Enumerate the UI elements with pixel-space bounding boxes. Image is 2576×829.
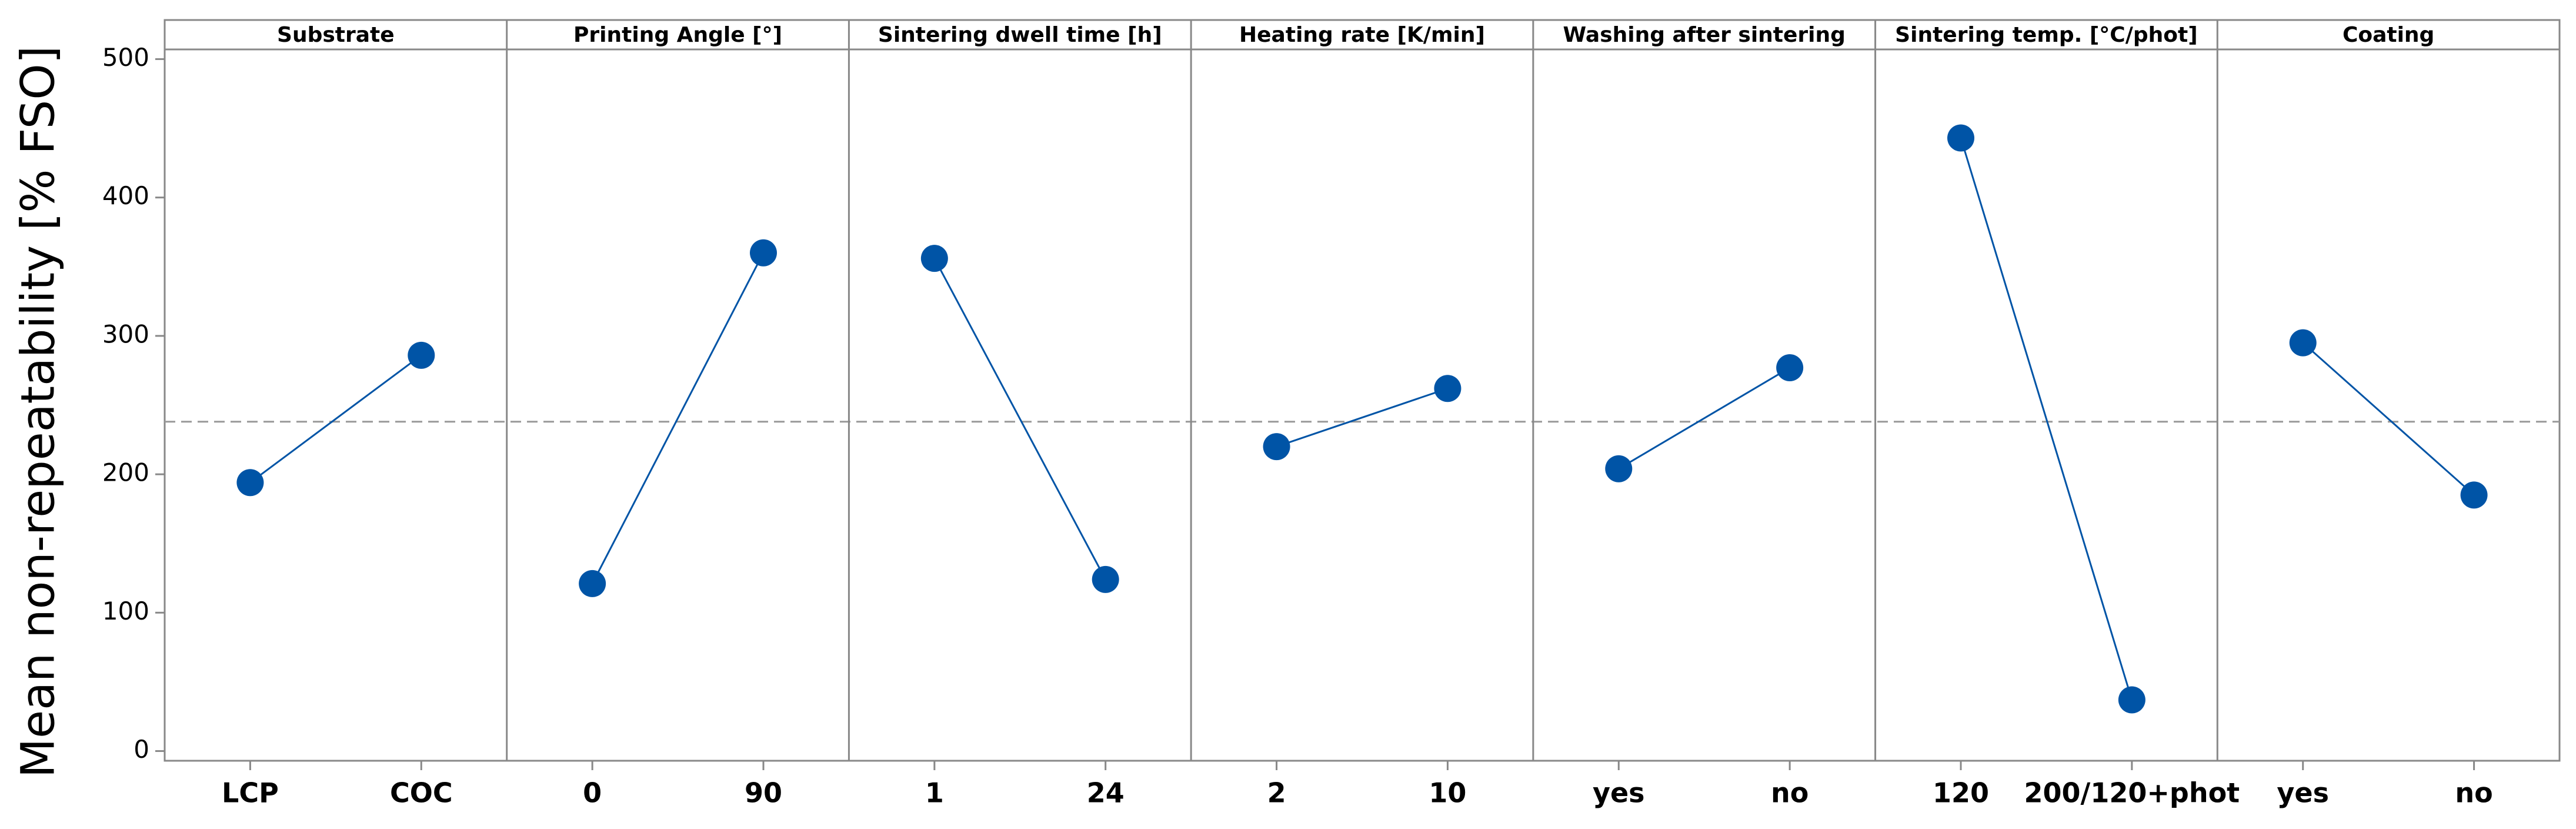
y-tick-label: 400: [102, 181, 149, 210]
plot-frame: [163, 19, 2561, 762]
x-tick-label: yes: [2277, 777, 2329, 809]
y-tick-label: 500: [102, 43, 149, 72]
y-tick-label: 200: [102, 458, 149, 487]
effect-line: [1618, 367, 1790, 470]
x-tick-label: 24: [1087, 777, 1125, 809]
x-tick-label: COC: [390, 777, 453, 809]
x-tick-label: LCP: [222, 777, 279, 809]
y-tick-label: 300: [102, 319, 149, 348]
effect-point: [408, 341, 435, 369]
panel-title: Heating rate [K/min]: [1239, 23, 1485, 47]
effect-point: [236, 469, 264, 497]
effect-line: [2302, 342, 2475, 496]
effect-point: [1605, 455, 1633, 482]
effect-point: [1947, 124, 1974, 152]
x-tick-label: 0: [583, 777, 602, 809]
panel-title: Sintering dwell time [h]: [878, 23, 1162, 47]
effect-line: [933, 258, 1107, 580]
x-tick-label: 2: [1267, 777, 1286, 809]
effect-point: [1776, 354, 1804, 381]
effect-line: [1276, 387, 1448, 448]
effect-line: [249, 354, 422, 484]
panel-title: Washing after sintering: [1563, 23, 1845, 47]
effect-line: [1960, 138, 2133, 700]
panel-title: Coating: [2343, 23, 2434, 47]
effect-point: [579, 570, 606, 597]
x-tick-label: yes: [1593, 777, 1645, 809]
effect-point: [1092, 565, 1119, 593]
x-tick-label: no: [1771, 777, 1808, 809]
x-tick-label: no: [2455, 777, 2492, 809]
effect-point: [2460, 481, 2488, 509]
effect-point: [2118, 686, 2145, 714]
y-axis-label: Mean non-repeatability [% FSO]: [12, 46, 65, 778]
x-tick-label: 1: [925, 777, 944, 809]
effect-point: [2289, 329, 2317, 357]
effect-point: [750, 239, 777, 267]
y-tick-label: 0: [134, 735, 149, 764]
x-tick-label: 90: [745, 777, 782, 809]
x-tick-label: 200/120+phot: [2024, 777, 2240, 809]
effect-point: [1434, 375, 1461, 402]
effect-line: [591, 252, 765, 584]
y-tick-label: 100: [102, 597, 149, 625]
panel-title: Substrate: [277, 23, 395, 47]
panel-title: Printing Angle [°]: [573, 23, 782, 47]
x-tick-label: 120: [1933, 777, 1989, 809]
panel-title: Sintering temp. [°C/phot]: [1895, 23, 2197, 47]
x-tick-label: 10: [1429, 777, 1466, 809]
effect-point: [920, 245, 948, 272]
effect-point: [1263, 433, 1290, 461]
